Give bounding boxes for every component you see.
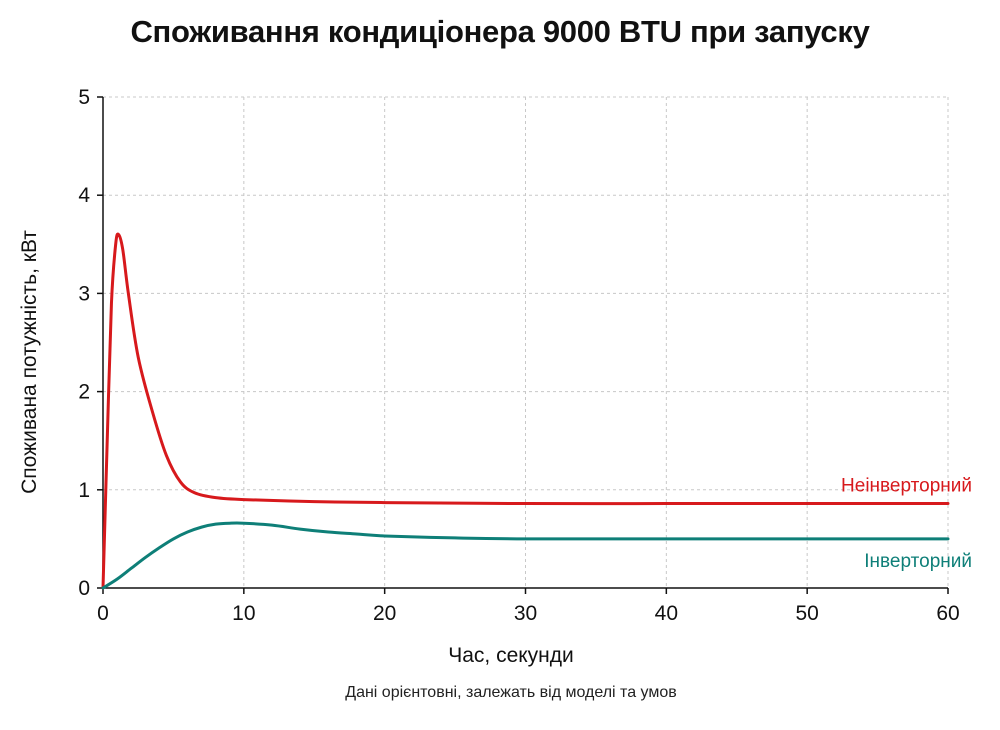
- series-label-non-inverter: Неінверторний: [841, 476, 972, 497]
- series-label-inverter: Інверторний: [864, 551, 972, 572]
- x-tick-label: 20: [373, 602, 396, 625]
- series-layer: [101, 232, 950, 590]
- series-label-layer: Неінверторний Інверторний: [841, 476, 972, 572]
- grid-layer: [103, 96, 949, 588]
- x-tick-label: 40: [655, 602, 678, 625]
- chart-note: Дані орієнтовні, залежать від моделі та …: [345, 684, 677, 701]
- y-tick-label: 2: [78, 381, 90, 404]
- x-axis-label: Час, секунди: [448, 644, 574, 667]
- y-tick-label: 0: [78, 577, 90, 600]
- x-tick-label: 10: [232, 602, 255, 625]
- y-tick-label: 1: [78, 479, 90, 502]
- y-tick-label: 3: [78, 282, 90, 305]
- x-tick-label: 50: [795, 602, 818, 625]
- chart-title: Споживання кондиціонера 9000 BTU при зап…: [130, 14, 870, 49]
- y-tick-label: 5: [78, 86, 90, 109]
- y-tick-label: 4: [78, 184, 90, 207]
- x-tick-label: 60: [936, 602, 959, 625]
- series-line-inverter: [101, 521, 950, 590]
- x-tick-label: 0: [97, 602, 109, 625]
- series-line-non-inverter: [101, 232, 950, 590]
- x-tick-label: 30: [514, 602, 537, 625]
